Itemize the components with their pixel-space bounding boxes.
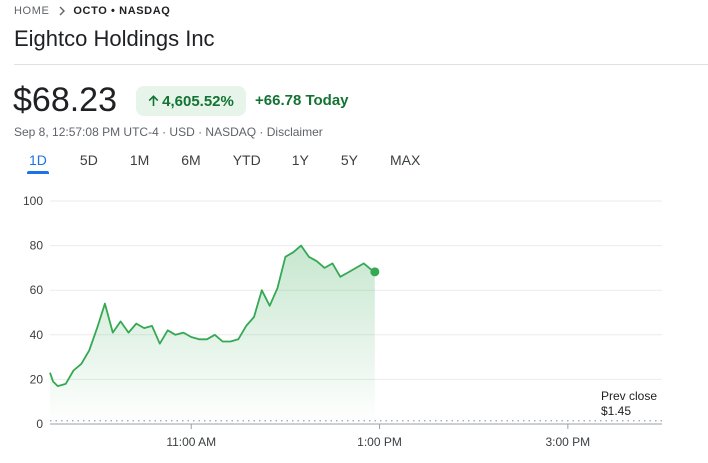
breadcrumb-ticker: OCTO • NASDAQ xyxy=(73,5,171,17)
current-price: $68.23 xyxy=(13,81,117,119)
percent-change-value: 4,605.52% xyxy=(162,92,234,110)
y-tick-label: 100 xyxy=(23,194,43,208)
tab-6m[interactable]: 6M xyxy=(181,152,201,168)
chevron-right-icon xyxy=(58,6,66,16)
tab-ytd[interactable]: YTD xyxy=(232,152,261,168)
page-title: Eightco Holdings Inc xyxy=(14,26,215,51)
x-tick-label: 3:00 PM xyxy=(545,435,590,449)
absolute-change: +66.78 Today xyxy=(255,92,349,109)
prev-close-value: $1.45 xyxy=(601,404,631,418)
price-area-fill xyxy=(50,245,375,424)
tab-1d[interactable]: 1D xyxy=(27,152,49,174)
percent-change-badge: 4,605.52% xyxy=(136,86,246,116)
tab-max[interactable]: MAX xyxy=(389,152,421,168)
x-tick-label: 11:00 AM xyxy=(166,435,216,449)
tab-5y[interactable]: 5Y xyxy=(340,152,358,168)
price-chart-svg: 100 80 60 40 20 0 11:00 AM 1:00 PM 3:00 PM Prev c… xyxy=(23,194,662,449)
y-tick-label: 0 xyxy=(36,417,43,431)
prev-close-label: Prev close xyxy=(601,389,657,403)
tab-1m[interactable]: 1M xyxy=(129,152,150,168)
quote-metadata: Sep 8, 12:57:08 PM UTC-4 · USD · NASDAQ … xyxy=(14,125,323,139)
breadcrumb-home-link[interactable]: HOME xyxy=(14,5,50,17)
y-tick-label: 60 xyxy=(30,283,44,297)
tab-1y[interactable]: 1Y xyxy=(291,152,309,168)
x-tick-label: 1:00 PM xyxy=(357,435,402,449)
y-tick-label: 20 xyxy=(30,372,44,386)
y-tick-label: 80 xyxy=(30,239,44,253)
header-divider xyxy=(14,64,708,65)
price-chart[interactable]: 100 80 60 40 20 0 11:00 AM 1:00 PM 3:00 PM Prev c… xyxy=(0,190,708,463)
price-line xyxy=(49,244,376,387)
time-range-tabs: 1D 5D 1M 6M YTD 1Y 5Y MAX xyxy=(14,152,420,174)
arrow-up-icon xyxy=(148,95,162,107)
tab-5d[interactable]: 5D xyxy=(79,152,98,168)
current-price-dot xyxy=(370,267,380,277)
breadcrumb: HOME OCTO • NASDAQ xyxy=(14,4,170,18)
y-tick-label: 40 xyxy=(30,328,44,342)
